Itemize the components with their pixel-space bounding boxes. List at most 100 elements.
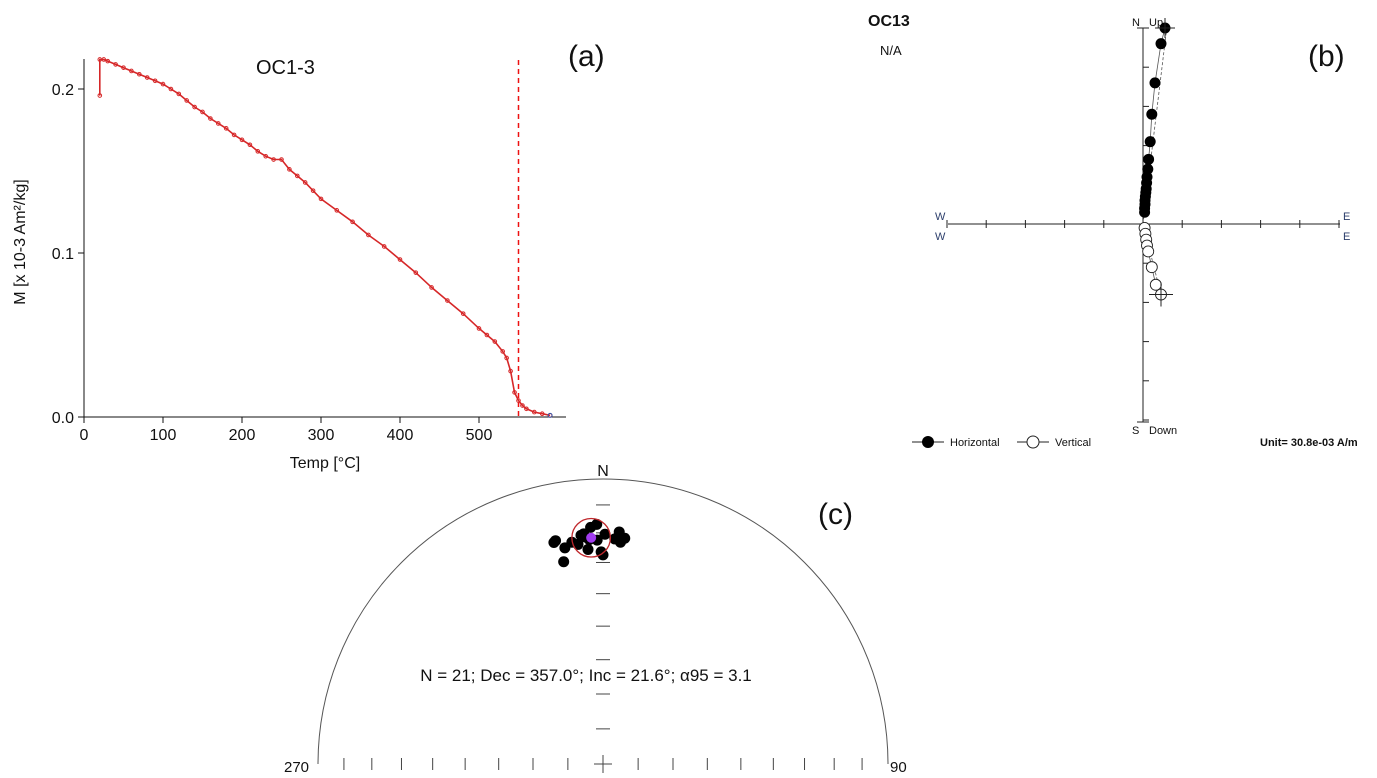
- x-tick-label: 300: [308, 427, 335, 444]
- direction-point: [558, 556, 570, 568]
- y-tick-label: 0.0: [52, 410, 74, 427]
- data-point: [504, 355, 509, 361]
- data-point: [484, 332, 490, 338]
- stereonet-points: [548, 518, 631, 568]
- stereonet-ticks: [343, 504, 863, 773]
- data-point: [101, 57, 107, 62]
- data-point: [310, 188, 316, 193]
- data-point: [200, 109, 205, 115]
- y-tick-label: 0.1: [52, 246, 74, 263]
- direction-point: [582, 543, 594, 555]
- horizontal-point: [1155, 38, 1167, 50]
- horizontal-point: [1139, 206, 1151, 218]
- data-point: [476, 326, 482, 331]
- panel-a-label: (a): [568, 40, 605, 73]
- data-point: [137, 71, 142, 77]
- west-label-top: W: [935, 211, 946, 223]
- data-point: [302, 180, 308, 185]
- x-tick-label: 100: [150, 427, 177, 444]
- data-point: [216, 121, 221, 126]
- direction-point: [599, 528, 611, 540]
- data-point: [287, 167, 292, 172]
- x-tick-label: 500: [466, 427, 493, 444]
- direction-point: [572, 538, 584, 550]
- direction-point: [559, 542, 571, 554]
- horizontal-point: [1149, 77, 1161, 89]
- panel-a-title: OC1-3: [256, 57, 315, 79]
- y-tick-label: 0.2: [52, 82, 74, 99]
- data-point: [176, 91, 182, 97]
- data-point: [152, 78, 158, 84]
- up-label: Up: [1149, 17, 1163, 29]
- stereonet-east-label: 90: [890, 759, 907, 776]
- data-point: [397, 257, 403, 262]
- data-point: [168, 86, 174, 92]
- vertical-point: [1142, 245, 1155, 258]
- panel-a-ticks: 0 100 200 300 400 500 0.0 0.1 0.2: [52, 82, 493, 444]
- data-point: [239, 137, 245, 143]
- down-label: Down: [1149, 425, 1177, 437]
- stereonet-outline: [317, 478, 889, 765]
- north-label: N: [1132, 17, 1140, 29]
- stereonet: (c) N 270 90 N = 21; Dec = 357.0°; Inc =…: [284, 463, 907, 776]
- thermomagnetic-chart: (a) OC1-3 0 100 200 300 400 500 0.0 0.1 0.2 Temp…: [12, 40, 605, 472]
- stereonet-stats: N = 21; Dec = 357.0°; Inc = 21.6°; α95 =…: [420, 666, 752, 685]
- data-point: [105, 58, 110, 64]
- legend-horizontal-label: Horizontal: [950, 437, 1000, 449]
- panel-b-ticks: [946, 27, 1340, 421]
- panel-b-legend: Horizontal Vertical: [912, 435, 1091, 449]
- horizontal-point: [1143, 153, 1155, 165]
- data-point: [413, 270, 419, 275]
- zijderveld-points: [1138, 18, 1175, 307]
- zijderveld-diagram: (b) OC13 N/A N Up S Down W W E E Horizon…: [868, 13, 1358, 449]
- data-point: [445, 298, 450, 303]
- data-point: [334, 208, 340, 213]
- data-point: [271, 157, 276, 162]
- unit-label: Unit= 30.8e-03 A/m: [1260, 437, 1358, 449]
- data-point: [516, 398, 521, 403]
- x-tick-label: 400: [387, 427, 414, 444]
- data-point: [208, 116, 213, 121]
- data-point: [512, 390, 517, 395]
- panel-b-title: OC13: [868, 13, 910, 30]
- data-point: [223, 126, 229, 131]
- data-point: [318, 196, 324, 202]
- horizontal-fit-line: [1142, 25, 1168, 225]
- data-point: [500, 349, 506, 354]
- direction-point: [548, 537, 560, 549]
- data-point: [144, 75, 150, 80]
- direction-point: [585, 521, 597, 533]
- data-point: [520, 403, 525, 408]
- data-point: [381, 244, 387, 249]
- data-point: [460, 311, 466, 316]
- horizontal-point: [1144, 136, 1156, 148]
- data-point: [192, 104, 197, 110]
- data-point: [184, 98, 189, 103]
- direction-point: [575, 529, 587, 541]
- stereonet-west-label: 270: [284, 759, 309, 776]
- data-point: [255, 149, 261, 154]
- stereonet-north-label: N: [597, 463, 609, 480]
- vertical-point: [1145, 261, 1158, 274]
- legend-horizontal-marker: [922, 436, 934, 448]
- panel-a-xlabel: Temp [°C]: [290, 455, 360, 472]
- legend-vertical-label: Vertical: [1055, 437, 1091, 449]
- west-label-bottom: W: [935, 231, 946, 243]
- east-label-top: E: [1343, 211, 1350, 223]
- data-point: [279, 157, 284, 162]
- magnetization-points: [97, 57, 553, 418]
- legend-vertical-marker: [1026, 435, 1040, 449]
- data-point: [429, 285, 434, 290]
- panel-a-ylabel: M [x 10-3 Am²/kg]: [12, 179, 29, 304]
- x-tick-label: 200: [229, 427, 256, 444]
- data-point: [539, 411, 545, 417]
- data-point: [350, 219, 355, 225]
- data-point: [508, 368, 513, 374]
- data-point: [492, 339, 498, 344]
- magnetization-curve: [99, 58, 551, 417]
- vertical-point: [1149, 278, 1162, 291]
- data-point: [247, 142, 253, 148]
- data-point: [263, 153, 269, 159]
- data-point: [121, 65, 126, 70]
